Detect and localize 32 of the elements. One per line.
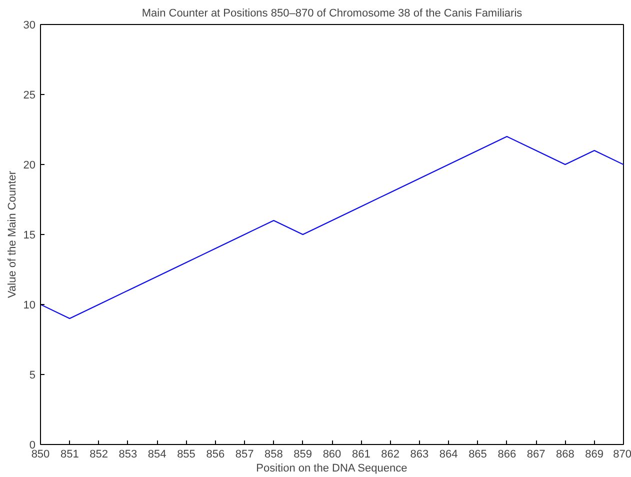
y-tick-label: 20 — [23, 160, 36, 172]
x-tick-label: 850 — [31, 448, 50, 460]
x-tick-label: 861 — [352, 448, 370, 460]
x-tick-label: 856 — [206, 448, 225, 460]
x-tick-label: 863 — [410, 448, 429, 460]
x-tick-label: 851 — [60, 448, 79, 460]
x-tick-label: 864 — [439, 448, 458, 460]
y-axis-title: Value of the Main Counter — [6, 170, 18, 298]
x-tick-label: 862 — [381, 448, 400, 460]
x-tick-label: 854 — [148, 448, 166, 460]
x-tick-label: 869 — [585, 448, 604, 460]
y-tick-label: 5 — [29, 370, 36, 382]
y-tick-label: 30 — [23, 20, 36, 32]
x-tick-label: 865 — [468, 448, 487, 460]
x-tick-label: 859 — [294, 448, 312, 460]
x-tick-label: 870 — [613, 448, 631, 460]
y-tick-label: 15 — [23, 230, 36, 242]
y-tick-label: 0 — [29, 440, 36, 452]
x-tick-label: 857 — [235, 448, 254, 460]
x-tick-label: 852 — [90, 448, 108, 460]
x-axis-title: Position on the DNA Sequence — [256, 462, 408, 474]
x-tick-label: 855 — [177, 448, 196, 460]
x-tick-label: 860 — [322, 448, 342, 460]
line-series — [40, 136, 624, 319]
x-tick-label: 853 — [118, 448, 138, 460]
y-tick-label: 25 — [23, 90, 36, 102]
x-tick-label: 866 — [498, 448, 516, 460]
x-tick-label: 868 — [556, 448, 574, 460]
x-tick-label: 867 — [526, 448, 546, 460]
y-tick-label: 10 — [23, 300, 36, 312]
x-tick-label: 858 — [264, 448, 283, 460]
chart-title: Main Counter at Positions 850–870 of Chromosome 38 of the Canis Familiaris — [142, 8, 523, 20]
